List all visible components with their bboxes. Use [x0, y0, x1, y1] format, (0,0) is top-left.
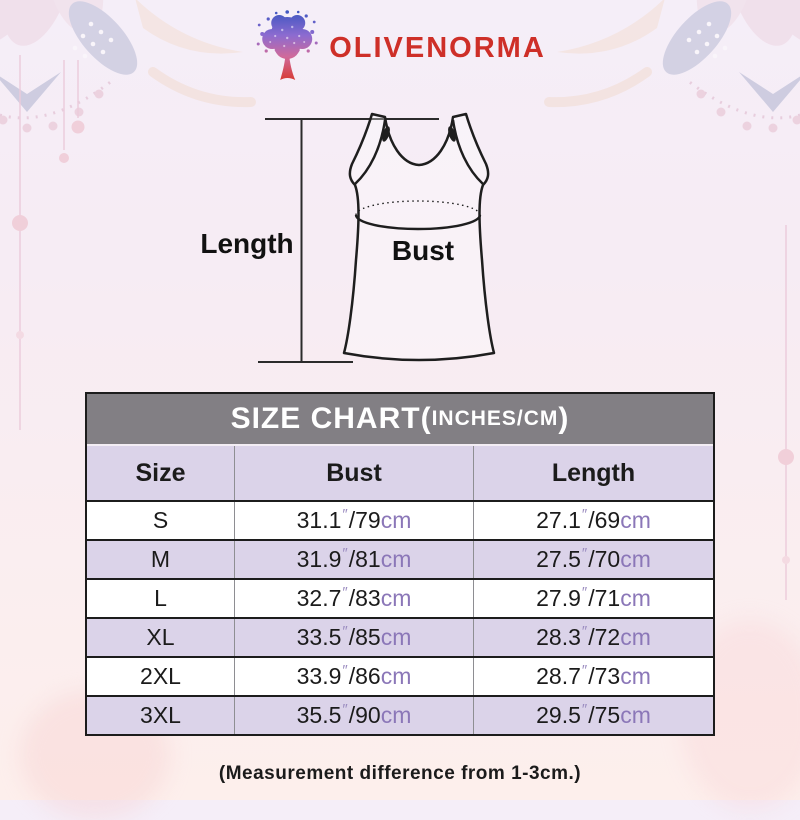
inch-value: 29.5: [536, 702, 581, 729]
cm-value: 79: [355, 507, 381, 534]
column-header-size: Size: [87, 446, 234, 500]
size-cell: XL: [87, 619, 234, 656]
cm-value: 71: [595, 585, 621, 612]
inch-value: 32.7: [297, 585, 342, 612]
tank-top-drawing: Length Bust: [180, 100, 530, 390]
inch-mark: ″: [582, 545, 587, 562]
cm-value: 83: [355, 585, 381, 612]
size-cell: S: [87, 502, 234, 539]
size-cell: M: [87, 541, 234, 578]
inch-mark: ″: [582, 506, 587, 523]
cm-unit: cm: [620, 546, 651, 573]
size-guide-infographic: { "brand": { "name": "OLIVENORMA", "logo…: [0, 0, 800, 800]
cm-unit: cm: [620, 507, 651, 534]
cm-unit: cm: [620, 663, 651, 690]
inch-mark: ″: [582, 701, 587, 718]
cm-value: 69: [595, 507, 621, 534]
inch-mark: ″: [582, 584, 587, 601]
column-header-row: Size Bust Length: [87, 446, 713, 500]
cm-unit: cm: [381, 546, 412, 573]
cm-value: 86: [355, 663, 381, 690]
measurement-note: (Measurement difference from 1-3cm.): [0, 763, 800, 785]
cm-unit: cm: [620, 585, 651, 612]
size-cell: 2XL: [87, 658, 234, 695]
inch-mark: ″: [342, 506, 347, 523]
inch-value: 28.7: [536, 663, 581, 690]
size-cell: L: [87, 580, 234, 617]
cm-value: 81: [355, 546, 381, 573]
inch-value: 35.5: [297, 702, 342, 729]
cm-unit: cm: [381, 585, 412, 612]
size-chart-title: SIZE CHART(INCHES/CM): [87, 394, 713, 446]
inch-value: 28.3: [536, 624, 581, 651]
cm-value: 85: [355, 624, 381, 651]
brand-header: OLIVENORMA: [254, 10, 546, 87]
inch-mark: ″: [582, 623, 587, 640]
length-label: Length: [200, 228, 293, 259]
cm-unit: cm: [381, 624, 412, 651]
tree-logo-icon: [254, 10, 320, 87]
column-header-bust: Bust: [234, 446, 473, 500]
inch-value: 27.9: [536, 585, 581, 612]
column-header-length: Length: [473, 446, 713, 500]
cm-unit: cm: [620, 702, 651, 729]
hanging-ornament-right: [740, 0, 800, 645]
cm-value: 73: [595, 663, 621, 690]
measurement-diagram: Length Bust: [180, 100, 530, 390]
corner-mandala-top-right: [515, 0, 800, 185]
inch-mark: ″: [342, 662, 347, 679]
size-cell: 3XL: [87, 697, 234, 734]
title-unit: INCHES/CM: [432, 407, 559, 431]
inch-value: 27.1: [536, 507, 581, 534]
inch-mark: ″: [342, 545, 347, 562]
brand-name: OLIVENORMA: [329, 32, 546, 65]
bust-label: Bust: [392, 235, 454, 266]
inch-value: 33.5: [297, 624, 342, 651]
inch-mark: ″: [342, 701, 347, 718]
cm-unit: cm: [381, 663, 412, 690]
cm-unit: cm: [381, 702, 412, 729]
inch-value: 27.5: [536, 546, 581, 573]
cm-value: 72: [595, 624, 621, 651]
inch-value: 31.9: [297, 546, 342, 573]
cm-unit: cm: [381, 507, 412, 534]
inch-mark: ″: [342, 584, 347, 601]
inch-value: 31.1: [297, 507, 342, 534]
inch-mark: ″: [342, 623, 347, 640]
cm-value: 70: [595, 546, 621, 573]
size-chart-table: SIZE CHART(INCHES/CM) Size Bust Length S…: [85, 392, 715, 736]
cm-value: 75: [595, 702, 621, 729]
title-prefix: SIZE CHART(: [231, 402, 432, 436]
inch-mark: ″: [582, 662, 587, 679]
cm-unit: cm: [620, 624, 651, 651]
title-suffix: ): [558, 402, 569, 436]
cm-value: 90: [355, 702, 381, 729]
inch-value: 33.9: [297, 663, 342, 690]
